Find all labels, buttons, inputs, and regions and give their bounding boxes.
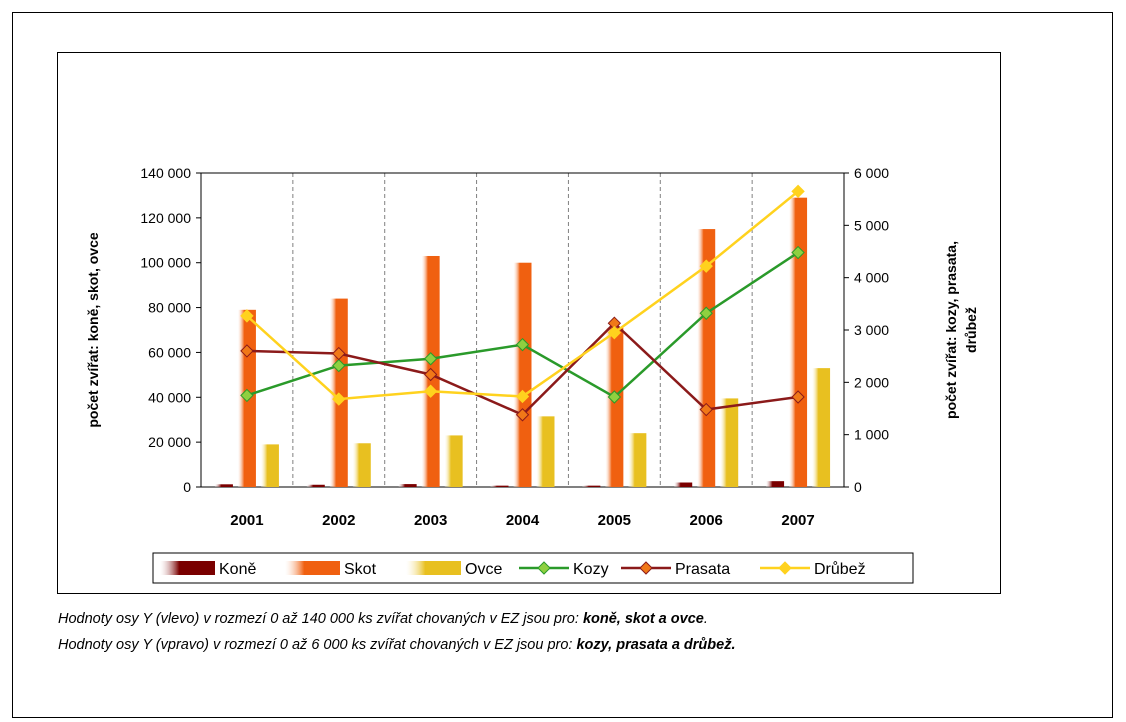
x-axis-label: 2004 <box>506 512 540 529</box>
note-left-bold: koně, skot a ovce <box>582 611 704 627</box>
x-axis-label: 2002 <box>322 512 355 529</box>
legend-swatch <box>285 561 340 575</box>
x-axis-label: 2003 <box>414 512 447 529</box>
bar-ovce <box>628 433 647 487</box>
page-frame <box>12 12 1113 718</box>
legend-label: Kozy <box>573 561 609 578</box>
marker-point <box>515 408 530 422</box>
left-axis-tick-label: 40 000 <box>148 389 191 405</box>
legend-marker <box>537 561 551 575</box>
legend-label: Ovce <box>465 561 502 578</box>
chart-area: 0 20 000 40 000 60 000 80 000 100 000 120 000 1… <box>57 52 1001 594</box>
marker-point <box>515 389 530 404</box>
bar-koně <box>582 485 601 487</box>
right-axis-title-line1: počet zvířat: kozy, prasata, <box>943 241 959 419</box>
marker-point <box>423 367 438 382</box>
left-axis-tick-label: 100 000 <box>140 255 191 271</box>
marker-point <box>607 325 622 340</box>
bar-ovce <box>444 435 463 487</box>
legend-label: Prasata <box>675 561 730 578</box>
marker-point <box>699 306 713 320</box>
x-axis-label: 2007 <box>781 512 814 529</box>
marker-point <box>699 259 713 273</box>
marker-point <box>332 392 346 406</box>
right-axis-tick-label: 5 000 <box>854 217 889 233</box>
bar-skot <box>697 229 716 488</box>
combo-chart: 0 20 000 40 000 60 000 80 000 100 000 120 000 1… <box>85 165 979 584</box>
bar-ovce <box>260 444 279 487</box>
left-axis-tick-label: 20 000 <box>148 434 191 450</box>
bar-skot <box>605 327 624 487</box>
left-axis-tick-label: 60 000 <box>148 344 191 360</box>
marker-point <box>423 352 438 366</box>
note-left-suffix: . <box>703 611 708 627</box>
left-axis-tick-label: 120 000 <box>140 210 191 226</box>
bar-ovce <box>536 416 555 487</box>
note-left-text: Hodnoty osy Y (vlevo) v rozmezí 0 až 140… <box>58 611 583 627</box>
bar-skot <box>789 197 808 487</box>
x-axis-label: 2005 <box>598 512 631 529</box>
right-axis-tick-label: 2 000 <box>854 374 889 390</box>
x-axis-label: 2001 <box>230 512 263 529</box>
x-axis-label: 2006 <box>690 512 723 529</box>
bar-ovce <box>352 443 371 487</box>
left-axis-tick-label: 80 000 <box>148 300 191 316</box>
marker-point <box>240 344 254 358</box>
note-right-bold: kozy, prasata a drůbež. <box>576 637 736 653</box>
bar-koně <box>214 484 233 487</box>
left-axis-tick-label: 0 <box>183 479 191 495</box>
marker-point <box>332 358 346 373</box>
right-axis-tick-label: 6 000 <box>854 165 889 181</box>
marker-point <box>240 388 254 403</box>
right-axis-tick-label: 4 000 <box>854 270 889 286</box>
bar-koně <box>398 484 417 487</box>
note-right-text: Hodnoty osy Y (vpravo) v rozmezí 0 až 6 … <box>58 637 577 653</box>
right-axis-tick-label: 3 000 <box>854 322 889 338</box>
left-axis-tick-label: 140 000 <box>140 165 191 181</box>
legend-label: Skot <box>344 561 377 578</box>
marker-point <box>332 346 346 361</box>
right-axis-title-line2: drůbež <box>963 307 979 353</box>
bar-ovce <box>720 398 739 487</box>
marker-point <box>791 245 805 260</box>
marker-point <box>791 390 805 404</box>
bar-koně <box>674 482 693 487</box>
marker-point <box>607 390 622 404</box>
note-left-axis: Hodnoty osy Y (vlevo) v rozmezí 0 až 140… <box>58 611 708 627</box>
legend-swatch <box>160 561 215 575</box>
bar-koně <box>306 484 325 487</box>
bar-ovce <box>812 368 831 487</box>
marker-point <box>791 184 805 199</box>
bar-koně <box>766 481 785 487</box>
marker-point <box>515 337 530 352</box>
legend-label: Drůbež <box>814 560 866 578</box>
right-axis-tick-label: 0 <box>854 479 862 495</box>
note-right-axis: Hodnoty osy Y (vpravo) v rozmezí 0 až 6 … <box>58 637 736 653</box>
marker-point <box>240 309 254 323</box>
marker-point <box>423 384 438 398</box>
right-axis-tick-label: 1 000 <box>854 427 889 443</box>
legend-label: Koně <box>219 561 256 578</box>
marker-point <box>699 402 713 417</box>
bar-skot <box>513 262 532 487</box>
legend-swatch <box>406 561 461 575</box>
left-axis-title: počet zvířat: koně, skot, ovce <box>85 232 101 427</box>
legend-marker <box>639 561 653 575</box>
bar-koně <box>490 485 509 487</box>
legend-marker <box>778 561 792 575</box>
